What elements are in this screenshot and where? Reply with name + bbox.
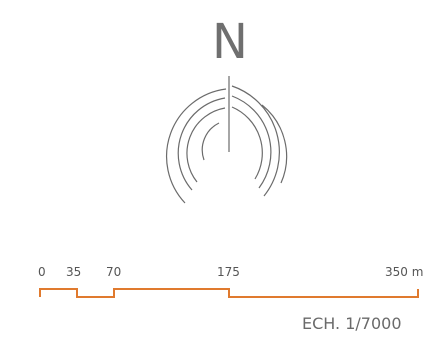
north-letter: N [212,14,248,70]
scale-tick-label-350: 350 m [385,265,424,279]
compass-arc-right-far [261,104,288,184]
compass-arc-left-outer [166,88,227,204]
compass-arc-right-outer [231,85,280,197]
scale-tick-label-70: 70 [106,265,122,279]
scale-ratio-label: ECH. 1/7000 [302,314,402,333]
scale-bar-line [39,288,419,298]
compass-arc-left-inner [201,122,220,161]
compass-arc-left-3 [186,107,226,183]
scale-tick-label-175: 175 [217,265,240,279]
compass-arc-right-2 [231,95,272,189]
scale-tick-label-0: 0 [38,265,46,279]
compass-arc-right-3 [231,106,263,180]
compass-arc-left-2 [177,97,226,191]
scale-tick-label-35: 35 [66,265,82,279]
